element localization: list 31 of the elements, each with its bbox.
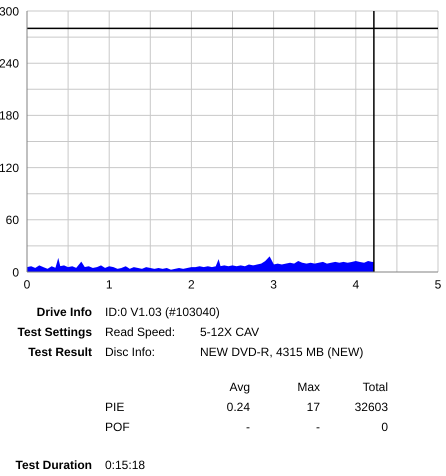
text: Test Duration (14, 458, 92, 472)
text: Disc Info: (105, 345, 156, 359)
text: - (315, 420, 320, 434)
text: PIE (105, 400, 126, 414)
text: Total (362, 380, 388, 394)
text: NEW DVD-R, 4315 MB (NEW) (200, 345, 364, 359)
x-tick-label: 0 (24, 278, 31, 292)
x-tick-label: 3 (270, 278, 278, 292)
text: 5-12X CAV (200, 325, 260, 339)
x-tick-label: 2 (188, 278, 196, 292)
text: Test Result (27, 345, 92, 359)
text: - (245, 420, 250, 434)
text: 0:15:18 (105, 458, 146, 472)
x-tick-label: 1 (106, 278, 113, 292)
y-tick-label: 120 (0, 160, 20, 175)
text: Max (296, 380, 320, 394)
y-tick-label: 180 (0, 108, 20, 123)
text: ID:0 V1.03 (#103040) (105, 305, 221, 319)
y-tick-label: 0 (12, 265, 20, 280)
text: POF (105, 420, 131, 434)
text: 0.24 (226, 400, 250, 414)
text: 32603 (354, 400, 388, 414)
text: 0 (380, 420, 388, 434)
y-tick-label: 60 (6, 213, 20, 228)
text: Read Speed: (105, 325, 176, 339)
text: Avg (228, 380, 250, 394)
text: Test Settings (16, 325, 92, 339)
x-tick-label: 5 (434, 278, 442, 292)
text: Drive Info (36, 305, 92, 319)
text: 17 (306, 400, 320, 414)
x-tick-label: 4 (352, 278, 360, 292)
